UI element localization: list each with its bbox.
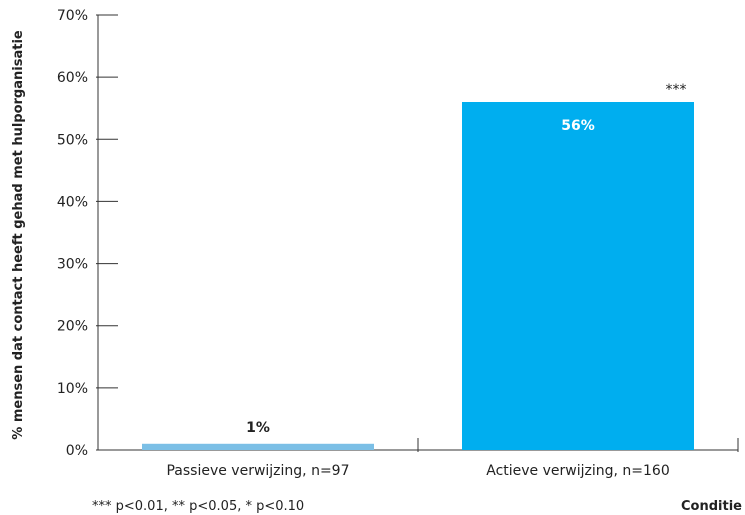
y-tick-label: 50% [57,132,88,148]
y-tick-label: 20% [57,319,88,335]
labels: Passieve verwijzing, n=97 1% Actieve verwi… [166,82,686,479]
y-tick-label: 30% [57,257,88,273]
y-axis-label: % mensen dat contact heeft gehad met hul… [11,30,26,440]
y-tick-label: 60% [57,70,88,86]
data-label: 56% [561,118,595,134]
y-tick-label: 40% [57,194,88,210]
bars [142,102,694,450]
y-tick-label: 0% [66,443,88,459]
y-tick-label: 70% [57,8,88,24]
significance-marker: *** [666,82,687,98]
x-axis-label: Conditie [681,499,742,514]
data-label: 1% [246,420,270,436]
y-tick-label: 10% [57,381,88,397]
x-tick-label: Passieve verwijzing, n=97 [166,463,349,479]
significance-footnote: *** p<0.01, ** p<0.05, * p<0.10 [92,499,304,514]
bar-1 [142,443,374,450]
x-tick-label: Actieve verwijzing, n=160 [486,463,669,479]
bar-2 [462,102,694,450]
